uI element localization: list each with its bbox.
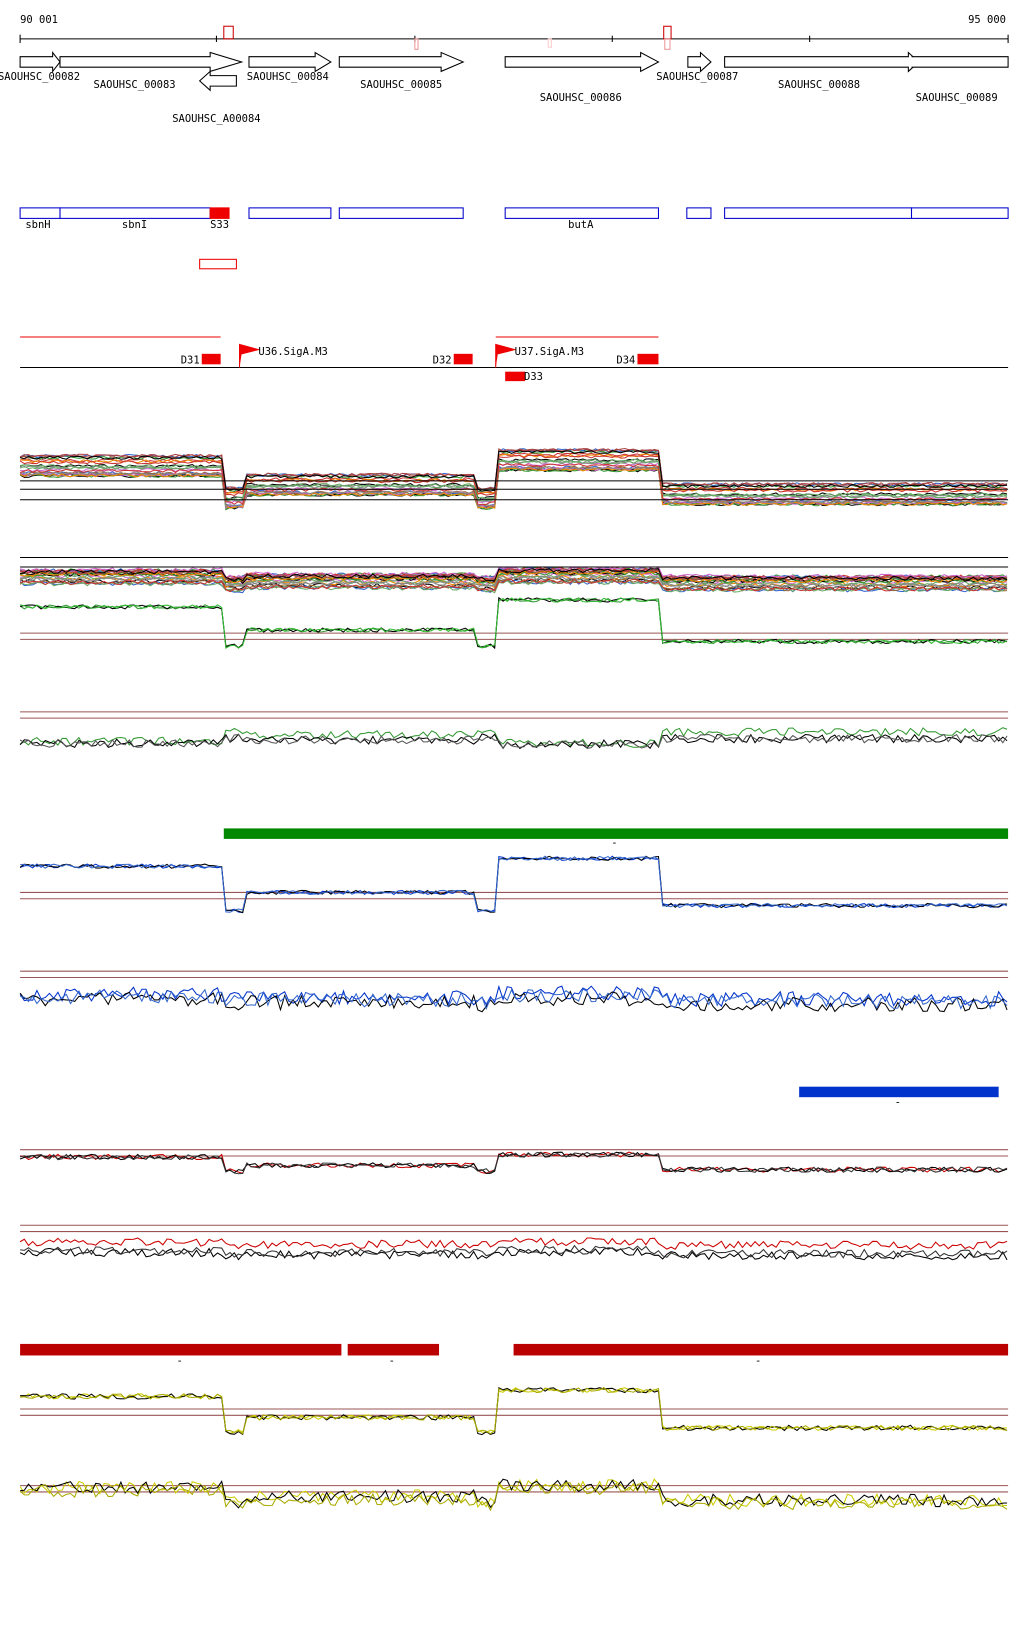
track-line <box>19 855 1008 914</box>
feature-label: sbnI <box>122 219 147 231</box>
track-line <box>19 1478 1008 1509</box>
track-line <box>20 568 1008 582</box>
track-line <box>19 733 1008 750</box>
gene-label: SAOUHSC_00088 <box>778 79 860 91</box>
track-line <box>19 597 1008 649</box>
track-line <box>19 1247 1008 1261</box>
track-line <box>20 1244 1008 1259</box>
gene-label: SAOUHSC_00082 <box>0 71 80 83</box>
feature-label: S33 <box>210 219 229 231</box>
gene-label: SAOUHSC_00087 <box>656 71 738 83</box>
track-line <box>19 459 1008 503</box>
region-label: D34 <box>616 354 635 366</box>
track-line <box>19 447 1008 490</box>
track-line <box>19 578 1008 593</box>
region-label: U36.SigA.M3 <box>258 346 327 358</box>
feature-label: sbnH <box>25 219 50 231</box>
track-line <box>20 570 1008 585</box>
gene-label: SAOUHSC_00085 <box>360 79 442 91</box>
region-label: D32 <box>433 354 452 366</box>
ruler <box>19 25 1009 50</box>
gene-label: SAOUHSC_00089 <box>916 92 998 104</box>
bar-label: - <box>177 1355 183 1367</box>
track-line <box>20 1478 1008 1509</box>
track-line <box>20 575 1008 588</box>
track-line <box>19 733 1008 750</box>
track-line <box>20 458 1008 501</box>
gene-label: SAOUHSC_00086 <box>540 92 622 104</box>
bar-label: - <box>755 1355 761 1367</box>
region-label: U37.SigA.M3 <box>515 346 584 358</box>
bar-label: - <box>611 837 617 849</box>
bar-label: - <box>389 1355 395 1367</box>
track-line <box>19 1237 1008 1250</box>
color-bars <box>20 828 1009 1356</box>
track-line <box>19 573 1008 587</box>
ruler-end: 95 000 <box>968 14 1006 26</box>
track-line <box>19 987 1008 1011</box>
track-line <box>20 1387 1008 1434</box>
track-line <box>19 727 1008 749</box>
track-line <box>19 566 1008 579</box>
track-line <box>19 450 1008 492</box>
track-line <box>19 1151 1008 1175</box>
regions <box>20 336 1009 382</box>
track-line <box>20 855 1008 913</box>
ruler-start: 90 001 <box>20 14 58 26</box>
track-line <box>19 1151 1008 1174</box>
track-line <box>20 1386 1008 1435</box>
bar-label: - <box>895 1097 901 1109</box>
gene-labels: SAOUHSC_00082 SAOUHSC_00083 SAOUHSC_A000… <box>0 71 998 125</box>
feature-boxes <box>19 207 1009 270</box>
track-line <box>19 1482 1008 1512</box>
gene-label: SAOUHSC_00084 <box>247 71 329 83</box>
track-line <box>19 579 1008 594</box>
feature-label: butA <box>568 219 594 231</box>
signal-tracks <box>19 447 1009 1512</box>
gene-label: SAOUHSC_00083 <box>94 79 176 91</box>
region-label: D33 <box>524 371 543 383</box>
region-label: D31 <box>181 354 200 366</box>
track-line <box>19 465 1008 508</box>
track-line <box>19 984 1008 1008</box>
gene-label: SAOUHSC_A00084 <box>172 113 260 125</box>
gene-arrows <box>19 50 1009 92</box>
track-line <box>19 467 1008 509</box>
